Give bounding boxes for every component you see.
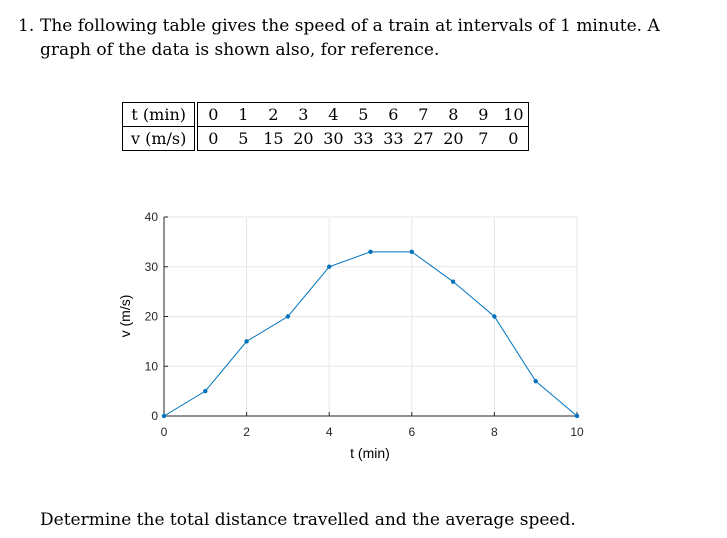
table-cell: 5 [348, 102, 379, 127]
table-cell: 20 [443, 128, 464, 148]
y-tick-label: 40 [145, 210, 159, 224]
table-cell: 0 [208, 128, 219, 148]
series-line [163, 251, 578, 417]
y-axis-label: v (m/s) [117, 295, 133, 338]
table-cell: 1 [228, 102, 259, 127]
table-cell: 10 [498, 102, 529, 127]
data-point [574, 413, 580, 419]
table-cell: 20 [293, 128, 314, 148]
x-tick-label: 10 [570, 425, 584, 439]
x-tick-label: 4 [326, 425, 333, 439]
data-point [327, 264, 332, 269]
data-point [409, 249, 414, 255]
table-cell: 8 [438, 102, 469, 127]
data-point [368, 249, 373, 255]
table-cell: 30 [323, 128, 344, 148]
x-tick-label: 2 [243, 425, 250, 439]
data-point [285, 314, 291, 319]
table-row-label-time: t (min) [122, 102, 199, 127]
table-cell: 7 [478, 128, 489, 148]
problem-text: The following table gives the speed of a… [40, 16, 660, 60]
data-point [203, 388, 208, 394]
table-cell: 6 [378, 102, 409, 127]
table-row-label-speed: v (m/s) [122, 126, 199, 151]
table-cell: 0 [196, 102, 229, 127]
table-cell: 2 [258, 102, 289, 127]
data-point [161, 413, 167, 419]
chart-grid [163, 216, 578, 417]
data-point [450, 279, 456, 284]
problem-number: 1. [18, 16, 35, 36]
table-cell: 15 [263, 128, 284, 148]
question-text: Determine the total distance travelled a… [40, 510, 576, 530]
table-row-speed: v (m/s) 0 5 15 20 30 33 33 27 20 7 0 [122, 126, 529, 151]
x-axis-label: t (min) [350, 445, 390, 461]
data-point [533, 378, 538, 384]
x-tick-label: 8 [491, 425, 498, 439]
x-tick-label: 0 [161, 425, 168, 439]
table-cell: 33 [353, 128, 374, 148]
problem-statement: 1. The following table gives the speed o… [18, 14, 708, 62]
x-tick-label: 6 [408, 425, 415, 439]
table-cell: 3 [288, 102, 319, 127]
table-row-time: t (min) 0 1 2 3 4 5 6 7 8 9 10 [122, 102, 529, 127]
data-point [492, 314, 497, 319]
speed-table: t (min) 0 1 2 3 4 5 6 7 8 9 10 v (m/s) 0… [122, 102, 530, 151]
table-cell: 0 [508, 128, 519, 148]
y-tick-label: 10 [145, 359, 159, 373]
chart-ticks: 0 2 4 6 8 10 0 10 20 30 40 [145, 210, 584, 439]
y-tick-label: 20 [145, 310, 159, 324]
y-tick-label: 0 [151, 409, 158, 423]
chart-series [161, 249, 580, 419]
table-cell: 5 [238, 128, 249, 148]
y-tick-label: 30 [145, 260, 159, 274]
table-cell: 4 [318, 102, 349, 127]
table-cell: 7 [408, 102, 439, 127]
table-cell: 33 [383, 128, 404, 148]
table-cell: 9 [468, 102, 499, 127]
table-cell: 27 [413, 128, 434, 148]
data-point [244, 339, 249, 344]
